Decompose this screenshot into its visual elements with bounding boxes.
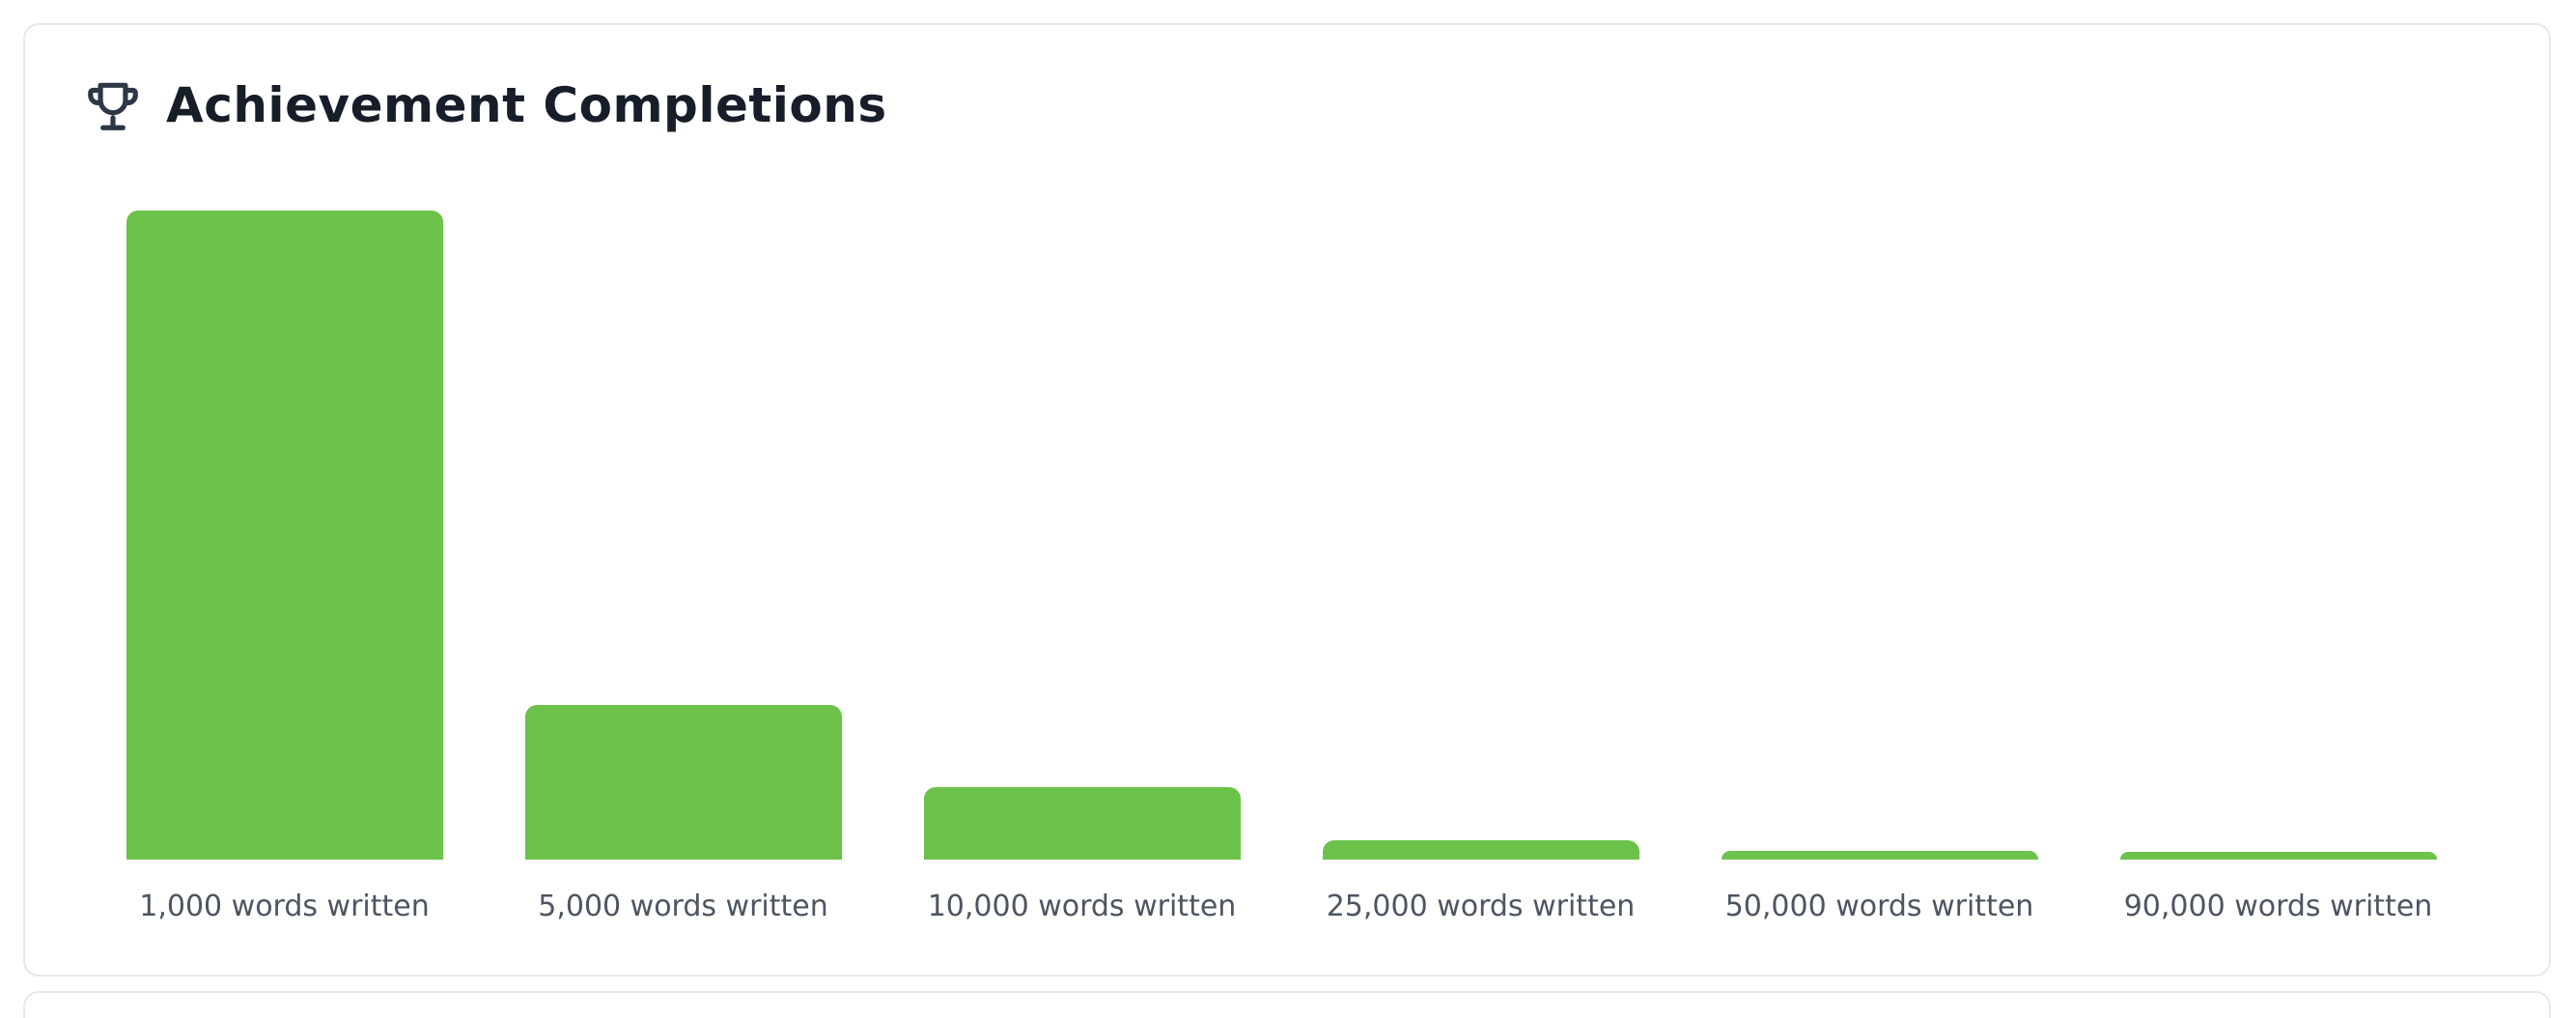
bar[interactable] — [923, 787, 1241, 860]
bar-group: 25,000 words written — [1281, 211, 1680, 925]
achievement-completions-card: Achievement Completions 1,000 words writ… — [23, 23, 2551, 976]
bar-label: 10,000 words written — [927, 890, 1237, 923]
bar[interactable] — [2119, 852, 2437, 860]
bar-label: 1,000 words written — [139, 890, 430, 923]
card-title: Achievement Completions — [166, 77, 887, 133]
card-header: Achievement Completions — [25, 25, 2549, 135]
bar[interactable] — [524, 705, 842, 860]
bar-chart: 1,000 words written 5,000 words written 10… — [85, 211, 2478, 925]
bar-group: 50,000 words written — [1680, 211, 2079, 925]
bar-label: 5,000 words written — [538, 890, 828, 923]
bar-label: 25,000 words written — [1326, 890, 1636, 923]
bar[interactable] — [126, 211, 443, 860]
bar[interactable] — [1322, 840, 1639, 860]
bar-label: 90,000 words written — [2123, 890, 2433, 923]
bar-group: 10,000 words written — [882, 211, 1281, 925]
bar-group: 5,000 words written — [484, 211, 882, 925]
bar[interactable] — [1721, 851, 2038, 860]
bar-group: 1,000 words written — [85, 211, 484, 925]
trophy-icon — [83, 75, 143, 135]
bar-group: 90,000 words written — [2079, 211, 2478, 925]
next-card-partial — [23, 991, 2551, 1018]
bar-label: 50,000 words written — [1724, 890, 2034, 923]
